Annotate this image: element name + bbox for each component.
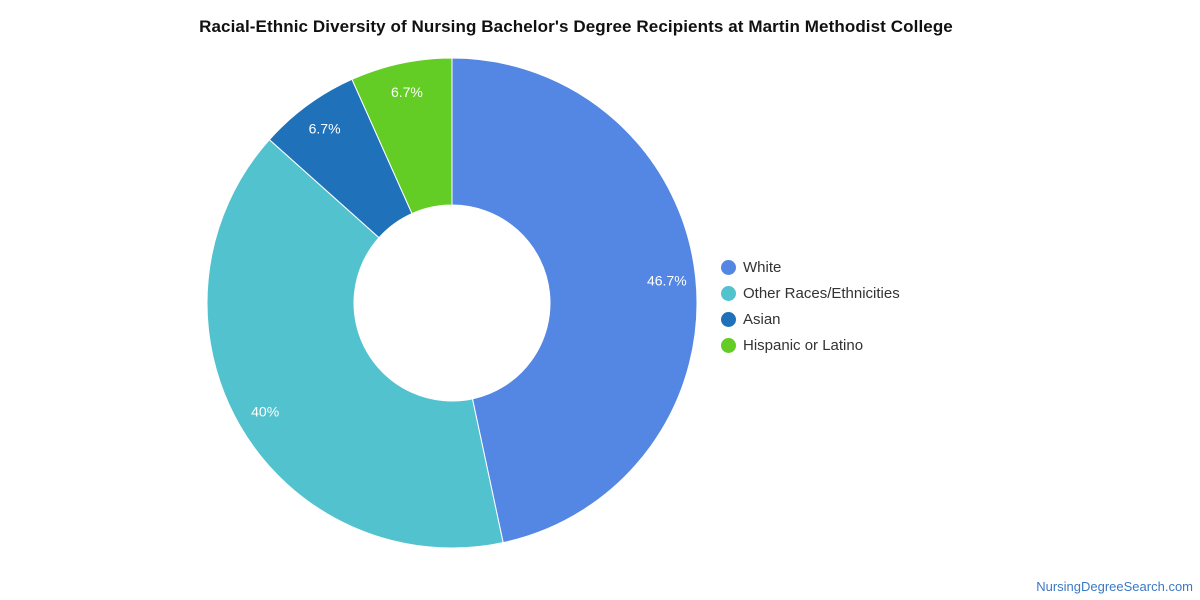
legend-label: Hispanic or Latino	[743, 336, 864, 354]
slice-label: 46.7%	[647, 272, 687, 288]
slice-white[interactable]	[451, 57, 698, 544]
slice-other-races-ethnicities[interactable]	[206, 138, 504, 549]
watermark-link[interactable]: NursingDegreeSearch.com	[1036, 579, 1193, 594]
legend-swatch	[721, 285, 736, 301]
legend-swatch	[721, 337, 736, 353]
legend-label: Asian	[743, 310, 781, 328]
chart-title: Racial-Ethnic Diversity of Nursing Bache…	[199, 17, 953, 36]
slice-label: 40%	[251, 403, 279, 419]
legend-item[interactable]: Other Races/Ethnicities	[721, 280, 900, 306]
legend-swatch	[721, 311, 736, 327]
legend: White Other Races/Ethnicities Asian Hispani…	[721, 254, 900, 358]
legend-item[interactable]: White	[721, 254, 900, 280]
legend-swatch	[721, 259, 736, 275]
legend-item[interactable]: Hispanic or Latino	[721, 332, 900, 358]
slice-label: 6.7%	[391, 84, 423, 100]
slice-label: 6.7%	[309, 121, 341, 137]
slice-hispanic-or-latino[interactable]	[351, 57, 453, 215]
legend-label: Other Races/Ethnicities	[743, 284, 900, 302]
legend-item[interactable]: Asian	[721, 306, 900, 332]
legend-label: White	[743, 258, 782, 276]
